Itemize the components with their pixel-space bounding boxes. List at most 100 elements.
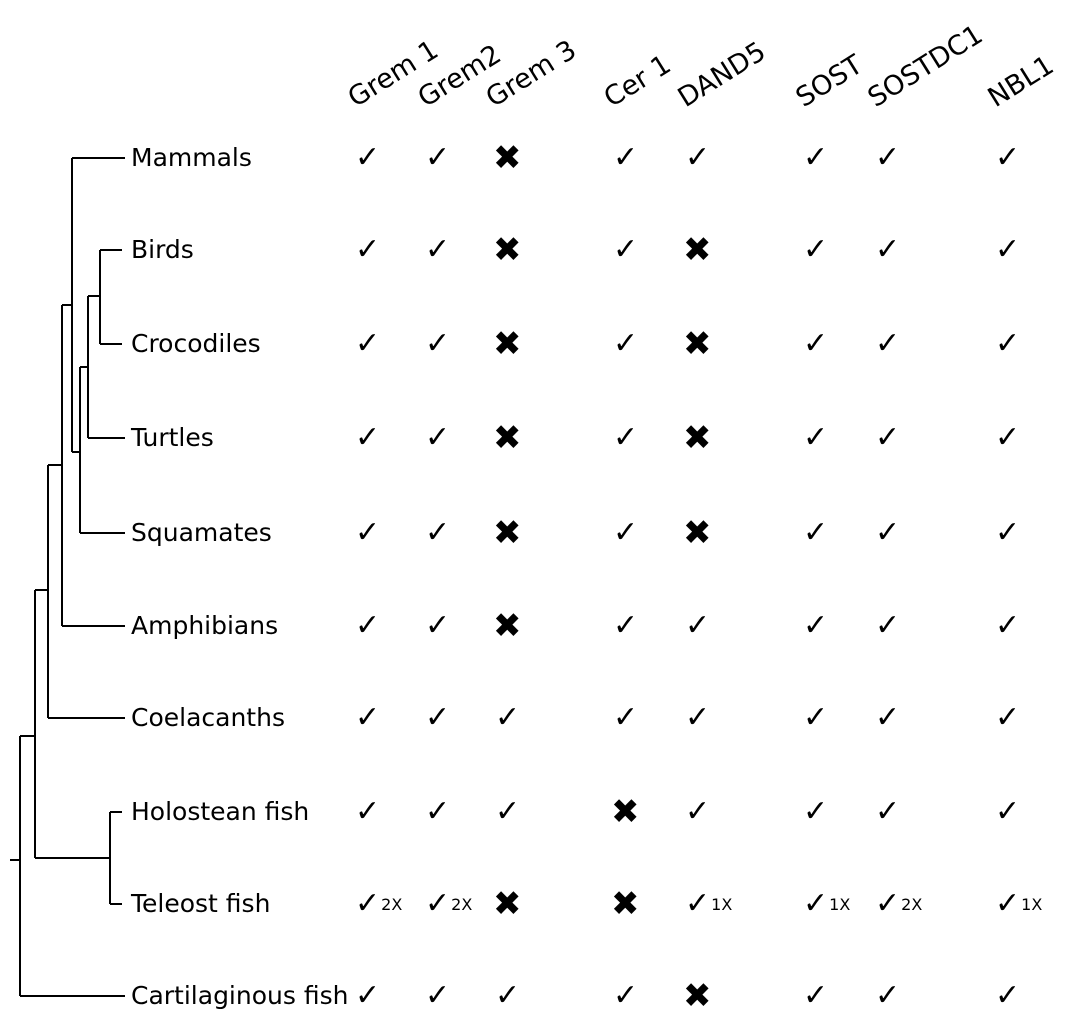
check-mark-icon: ✓ xyxy=(995,794,1021,829)
cross-mark-icon: ✖ xyxy=(611,884,640,924)
check-mark-icon: ✓ xyxy=(613,515,639,550)
present-check-icon: ✓ xyxy=(613,235,638,265)
check-mark-icon: ✓ xyxy=(613,326,639,361)
check-mark-icon: ✓ xyxy=(803,700,829,735)
check-mark-icon: ✓ xyxy=(995,608,1021,643)
check-mark-icon: ✓ xyxy=(803,326,829,361)
check-mark-icon: ✓ xyxy=(685,794,711,829)
absent-cross-icon: ✖ xyxy=(493,421,522,455)
present-check-icon: ✓ xyxy=(613,981,638,1011)
check-mark-icon: ✓ xyxy=(995,978,1021,1013)
absent-cross-icon: ✖ xyxy=(683,233,712,267)
present-check-icon: ✓ xyxy=(613,143,638,173)
check-mark-icon: ✓ xyxy=(613,608,639,643)
present-check-icon: ✓ xyxy=(995,423,1020,453)
present-check-icon: ✓ xyxy=(995,703,1020,733)
check-mark-icon: ✓ xyxy=(995,140,1021,175)
check-mark-icon: ✓ xyxy=(613,420,639,455)
present-check-icon: ✓ xyxy=(803,235,828,265)
check-mark-icon: ✓ xyxy=(875,700,901,735)
present-check-icon: ✓ xyxy=(613,423,638,453)
check-mark-icon: ✓ xyxy=(425,608,451,643)
taxon-label: Birds xyxy=(131,235,194,264)
present-check-icon: ✓2X xyxy=(355,889,402,919)
present-check-icon: ✓1X xyxy=(803,889,850,919)
check-mark-icon: ✓ xyxy=(425,232,451,267)
check-mark-icon: ✓ xyxy=(425,326,451,361)
check-mark-icon: ✓ xyxy=(425,420,451,455)
present-check-icon: ✓ xyxy=(995,235,1020,265)
present-check-icon: ✓ xyxy=(425,235,450,265)
absent-cross-icon: ✖ xyxy=(683,421,712,455)
cross-mark-icon: ✖ xyxy=(683,418,712,458)
taxon-label: Teleost fish xyxy=(131,889,271,918)
present-check-icon: ✓ xyxy=(803,611,828,641)
present-check-icon: ✓ xyxy=(613,611,638,641)
present-check-icon: ✓ xyxy=(613,518,638,548)
check-mark-icon: ✓ xyxy=(355,232,381,267)
present-check-icon: ✓ xyxy=(425,518,450,548)
present-check-icon: ✓ xyxy=(995,518,1020,548)
check-mark-icon: ✓ xyxy=(425,515,451,550)
check-mark-icon: ✓ xyxy=(355,326,381,361)
check-mark-icon: ✓ xyxy=(355,420,381,455)
present-check-icon: ✓ xyxy=(803,329,828,359)
check-mark-icon: ✓ xyxy=(495,794,521,829)
present-check-icon: ✓2X xyxy=(875,889,922,919)
present-check-icon: ✓ xyxy=(875,797,900,827)
copy-number-note: 2X xyxy=(381,895,403,914)
present-check-icon: ✓ xyxy=(355,611,380,641)
check-mark-icon: ✓ xyxy=(613,232,639,267)
cross-mark-icon: ✖ xyxy=(683,324,712,364)
check-mark-icon: ✓ xyxy=(995,232,1021,267)
copy-number-note: 2X xyxy=(451,895,473,914)
present-check-icon: ✓ xyxy=(355,518,380,548)
cross-mark-icon: ✖ xyxy=(683,513,712,553)
check-mark-icon: ✓ xyxy=(355,515,381,550)
present-check-icon: ✓2X xyxy=(425,889,472,919)
check-mark-icon: ✓ xyxy=(875,794,901,829)
check-mark-icon: ✓ xyxy=(803,420,829,455)
present-check-icon: ✓ xyxy=(613,703,638,733)
check-mark-icon: ✓ xyxy=(803,232,829,267)
present-check-icon: ✓ xyxy=(685,143,710,173)
check-mark-icon: ✓ xyxy=(803,140,829,175)
present-check-icon: ✓ xyxy=(995,797,1020,827)
present-check-icon: ✓ xyxy=(495,981,520,1011)
present-check-icon: ✓ xyxy=(425,423,450,453)
check-mark-icon: ✓ xyxy=(355,140,381,175)
present-check-icon: ✓ xyxy=(425,703,450,733)
check-mark-icon: ✓ xyxy=(995,700,1021,735)
check-mark-icon: ✓ xyxy=(875,140,901,175)
absent-cross-icon: ✖ xyxy=(683,516,712,550)
present-check-icon: ✓ xyxy=(803,981,828,1011)
cross-mark-icon: ✖ xyxy=(611,792,640,832)
present-check-icon: ✓ xyxy=(803,423,828,453)
present-check-icon: ✓ xyxy=(495,797,520,827)
check-mark-icon: ✓ xyxy=(685,700,711,735)
check-mark-icon: ✓ xyxy=(803,794,829,829)
present-check-icon: ✓1X xyxy=(995,889,1042,919)
check-mark-icon: ✓ xyxy=(875,608,901,643)
check-mark-icon: ✓ xyxy=(355,608,381,643)
taxon-label: Coelacanths xyxy=(131,703,285,732)
check-mark-icon: ✓ xyxy=(425,886,451,921)
present-check-icon: ✓ xyxy=(803,143,828,173)
absent-cross-icon: ✖ xyxy=(493,609,522,643)
taxon-label: Crocodiles xyxy=(131,329,261,358)
present-check-icon: ✓ xyxy=(875,611,900,641)
check-mark-icon: ✓ xyxy=(803,886,829,921)
present-check-icon: ✓ xyxy=(803,518,828,548)
copy-number-note: 1X xyxy=(711,895,733,914)
check-mark-icon: ✓ xyxy=(803,978,829,1013)
present-check-icon: ✓ xyxy=(685,611,710,641)
check-mark-icon: ✓ xyxy=(355,794,381,829)
present-check-icon: ✓ xyxy=(875,981,900,1011)
present-check-icon: ✓ xyxy=(355,797,380,827)
check-mark-icon: ✓ xyxy=(995,420,1021,455)
cross-mark-icon: ✖ xyxy=(493,884,522,924)
present-check-icon: ✓ xyxy=(803,703,828,733)
absent-cross-icon: ✖ xyxy=(683,327,712,361)
copy-number-note: 1X xyxy=(1021,895,1043,914)
present-check-icon: ✓ xyxy=(613,329,638,359)
